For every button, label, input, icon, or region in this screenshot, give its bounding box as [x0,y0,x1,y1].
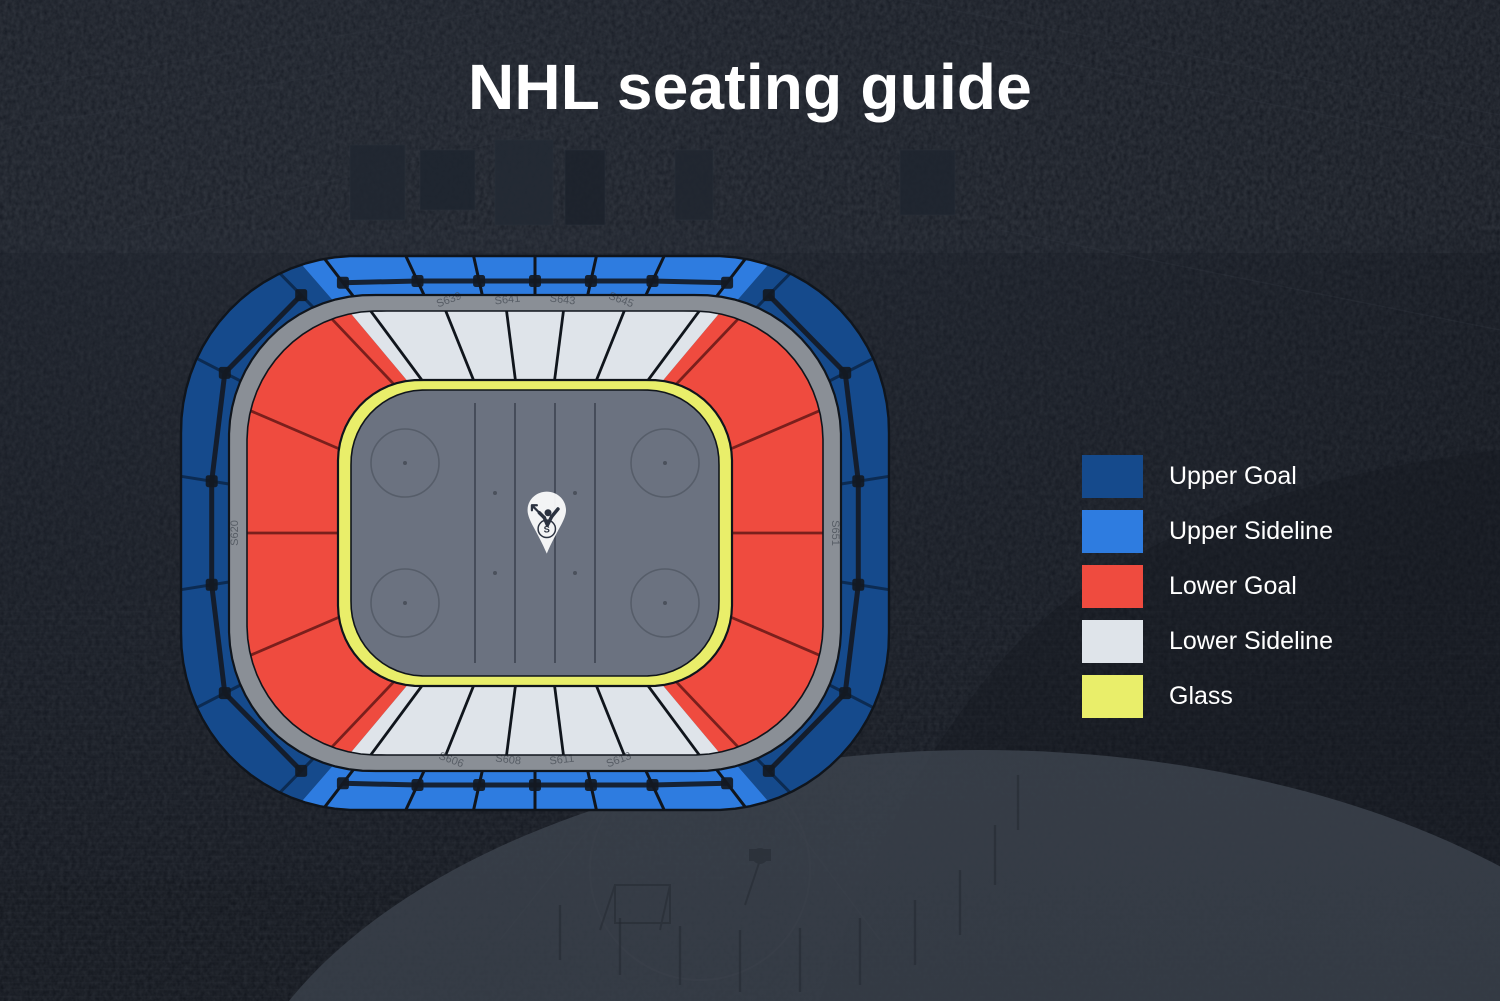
svg-text:S651: S651 [829,520,841,546]
svg-text:S620: S620 [229,520,241,546]
svg-text:S: S [544,525,550,535]
